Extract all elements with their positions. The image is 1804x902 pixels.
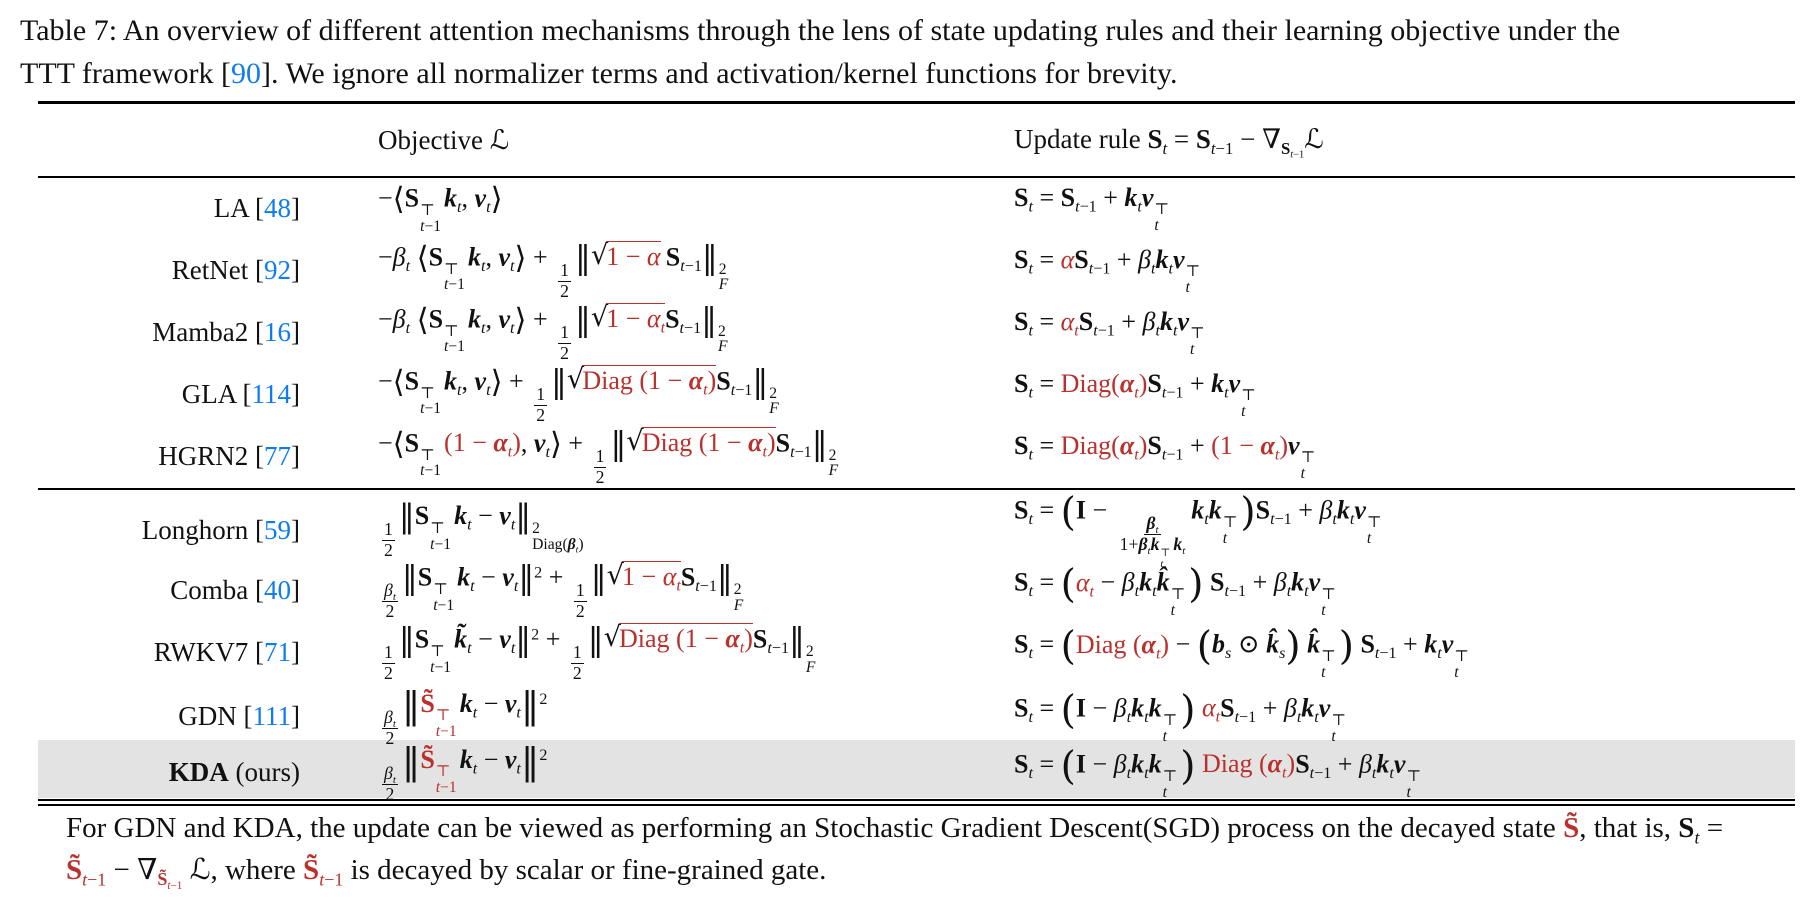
citation-link[interactable]: 77	[264, 441, 291, 472]
model-name-cell: Mamba2 [16]	[152, 317, 300, 348]
model-name-cell: RetNet [92]	[171, 255, 300, 286]
table-caption: Table 7: An overview of different attent…	[20, 14, 1621, 90]
header-rule	[38, 176, 1795, 178]
model-name-cell: KDA (ours)	[168, 756, 300, 787]
citation-link[interactable]: 111	[252, 700, 292, 731]
update-rule-cell: St = Diag(αt)St−1 + ktv ⊤ t	[1014, 368, 1256, 421]
citation-link[interactable]: 114	[251, 379, 292, 410]
table-row-mamba2: Mamba2 [16] −βt ⟨S ⊤ t−1 kt, vt⟩ + 1 2 ‖√1 − α…	[38, 302, 1795, 364]
table-row-comba: Comba [40] βt 2 ‖S ⊤ t−1 kt − vt‖2 + 1 2 ‖√1 − α…	[38, 560, 1795, 622]
objective-cell: 1 2 ‖S ⊤ t−1 k̃t − vt‖2 + 1 2 ‖√Diag (1 − αt)St…	[382, 621, 816, 683]
bottom-rule-2	[38, 803, 1795, 807]
citation-link[interactable]: 90	[231, 56, 262, 90]
objective-cell: 1 2 ‖S ⊤ t−1 kt − vt‖ 2 Diag(βt)	[382, 499, 584, 560]
table-row-hgrn2: HGRN2 [77] −⟨S ⊤ t−1 (1 − αt), vt⟩ + 1 2 ‖√Dia…	[38, 426, 1795, 488]
table-footnote: For GDN and KDA, the update can be viewe…	[66, 812, 1724, 893]
table-row-longhorn: Longhorn [59] 1 2 ‖S ⊤ t−1 kt − vt‖ 2 Diag(βt) St…	[38, 490, 1795, 570]
column-header-objective: Objective ℒ	[378, 124, 510, 156]
update-rule-cell: St = St−1 + ktv ⊤ t	[1014, 182, 1170, 235]
model-name-cell: Longhorn [59]	[141, 514, 300, 545]
bottom-rule-1	[38, 798, 1795, 801]
citation-link[interactable]: 40	[264, 575, 291, 606]
objective-cell: −⟨S ⊤ t−1 kt, vt⟩ + 1 2 ‖√Diag (1 − αt)St−1‖ 2…	[378, 363, 779, 425]
table-row-kda: KDA (ours) βt 2 ‖S̃ ⊤ t−1 kt − vt‖2 St = (I − β…	[38, 739, 1795, 803]
update-rule-cell: St = Diag(αt)St−1 + (1 − αt)v ⊤ t	[1014, 430, 1316, 483]
objective-cell: −βt ⟨S ⊤ t−1 kt, vt⟩ + 1 2 ‖√1 − αtSt−1‖ 2 F	[378, 301, 728, 363]
mid-rule	[38, 487, 1795, 490]
citation-link[interactable]: 71	[264, 637, 291, 668]
table-header-row: Objective ℒ Update rule St = St−1 − ∇St−…	[38, 104, 1795, 176]
table-row-gla: GLA [114] −⟨S ⊤ t−1 kt, vt⟩ + 1 2 ‖√Diag (1 − …	[38, 364, 1795, 426]
top-rule	[38, 101, 1795, 104]
model-name-cell: GDN [111]	[178, 700, 300, 731]
table-section-2: Longhorn [59] 1 2 ‖S ⊤ t−1 kt − vt‖ 2 Diag(βt) St…	[38, 490, 1795, 803]
table-row-rwkv7: RWKV7 [71] 1 2 ‖S ⊤ t−1 k̃t − vt‖2 + 1 2 ‖√Diag …	[38, 622, 1795, 684]
model-name-cell: HGRN2 [77]	[158, 441, 300, 472]
table-row-gdn: GDN [111] βt 2 ‖S̃ ⊤ t−1 kt − vt‖2 St = (I − βt…	[38, 684, 1795, 748]
objective-cell: −⟨S ⊤ t−1 kt, vt⟩	[378, 182, 503, 235]
objective-cell: −⟨S ⊤ t−1 (1 − αt), vt⟩ + 1 2 ‖√Diag (1 − αt)…	[378, 425, 839, 487]
citation-link[interactable]: 48	[264, 193, 291, 224]
table-section-1: LA [48] −⟨S ⊤ t−1 kt, vt⟩ St = St−1 + ktv ⊤ t Re…	[38, 178, 1795, 488]
model-name-cell: Comba [40]	[170, 575, 300, 606]
objective-cell: βt 2 ‖S̃ ⊤ t−1 kt − vt‖2	[382, 739, 548, 804]
update-rule-cell: St = (I − βtktk ⊤ t) αtSt−1 + βtktv ⊤ t	[1014, 687, 1346, 745]
objective-cell: βt 2 ‖S ⊤ t−1 kt − vt‖2 + 1 2 ‖√1 − αtSt−1‖ 2 F	[382, 559, 744, 621]
citation-link[interactable]: 59	[264, 514, 291, 545]
model-name-cell: LA [48]	[213, 193, 300, 224]
citation-link[interactable]: 92	[264, 255, 291, 286]
table-row-retnet: RetNet [92] −βt ⟨S ⊤ t−1 kt, vt⟩ + 1 2 ‖√1 − α…	[38, 240, 1795, 302]
update-rule-cell: St = (I − βtktk ⊤ t) Diag (αt)St−1 + βtktv…	[1014, 743, 1422, 801]
update-rule-cell: St = αtSt−1 + βtktv ⊤ t	[1014, 306, 1205, 359]
update-rule-cell: St = (I − βt 1+βtk ⊤ t kt ktk ⊤ t)St−1 + βtktv ⊤…	[1014, 489, 1382, 570]
model-name-cell: RWKV7 [71]	[153, 637, 300, 668]
objective-cell: βt 2 ‖S̃ ⊤ t−1 kt − vt‖2	[382, 683, 548, 748]
objective-cell: −βt ⟨S ⊤ t−1 kt, vt⟩ + 1 2 ‖√1 − α St−1‖ 2 F	[378, 239, 729, 301]
column-header-update-rule: Update rule St = St−1 − ∇St−1ℒ	[1014, 124, 1324, 161]
citation-link[interactable]: 16	[264, 317, 291, 348]
table-row-la: LA [48] −⟨S ⊤ t−1 kt, vt⟩ St = St−1 + ktv ⊤ t	[38, 178, 1795, 240]
update-rule-cell: St = αSt−1 + βtktv ⊤ t	[1014, 244, 1201, 297]
update-rule-cell: St = (αt − βtktk̂ ⊤ t) St−1 + βtktv ⊤ t	[1014, 562, 1336, 620]
model-name-cell: GLA [114]	[181, 379, 300, 410]
update-rule-cell: St = (Diag (αt) − (bs ⊙ k̂s) k̂ ⊤ t) St−1 …	[1014, 624, 1469, 682]
table-7: Objective ℒ Update rule St = St−1 − ∇St−…	[38, 101, 1795, 807]
